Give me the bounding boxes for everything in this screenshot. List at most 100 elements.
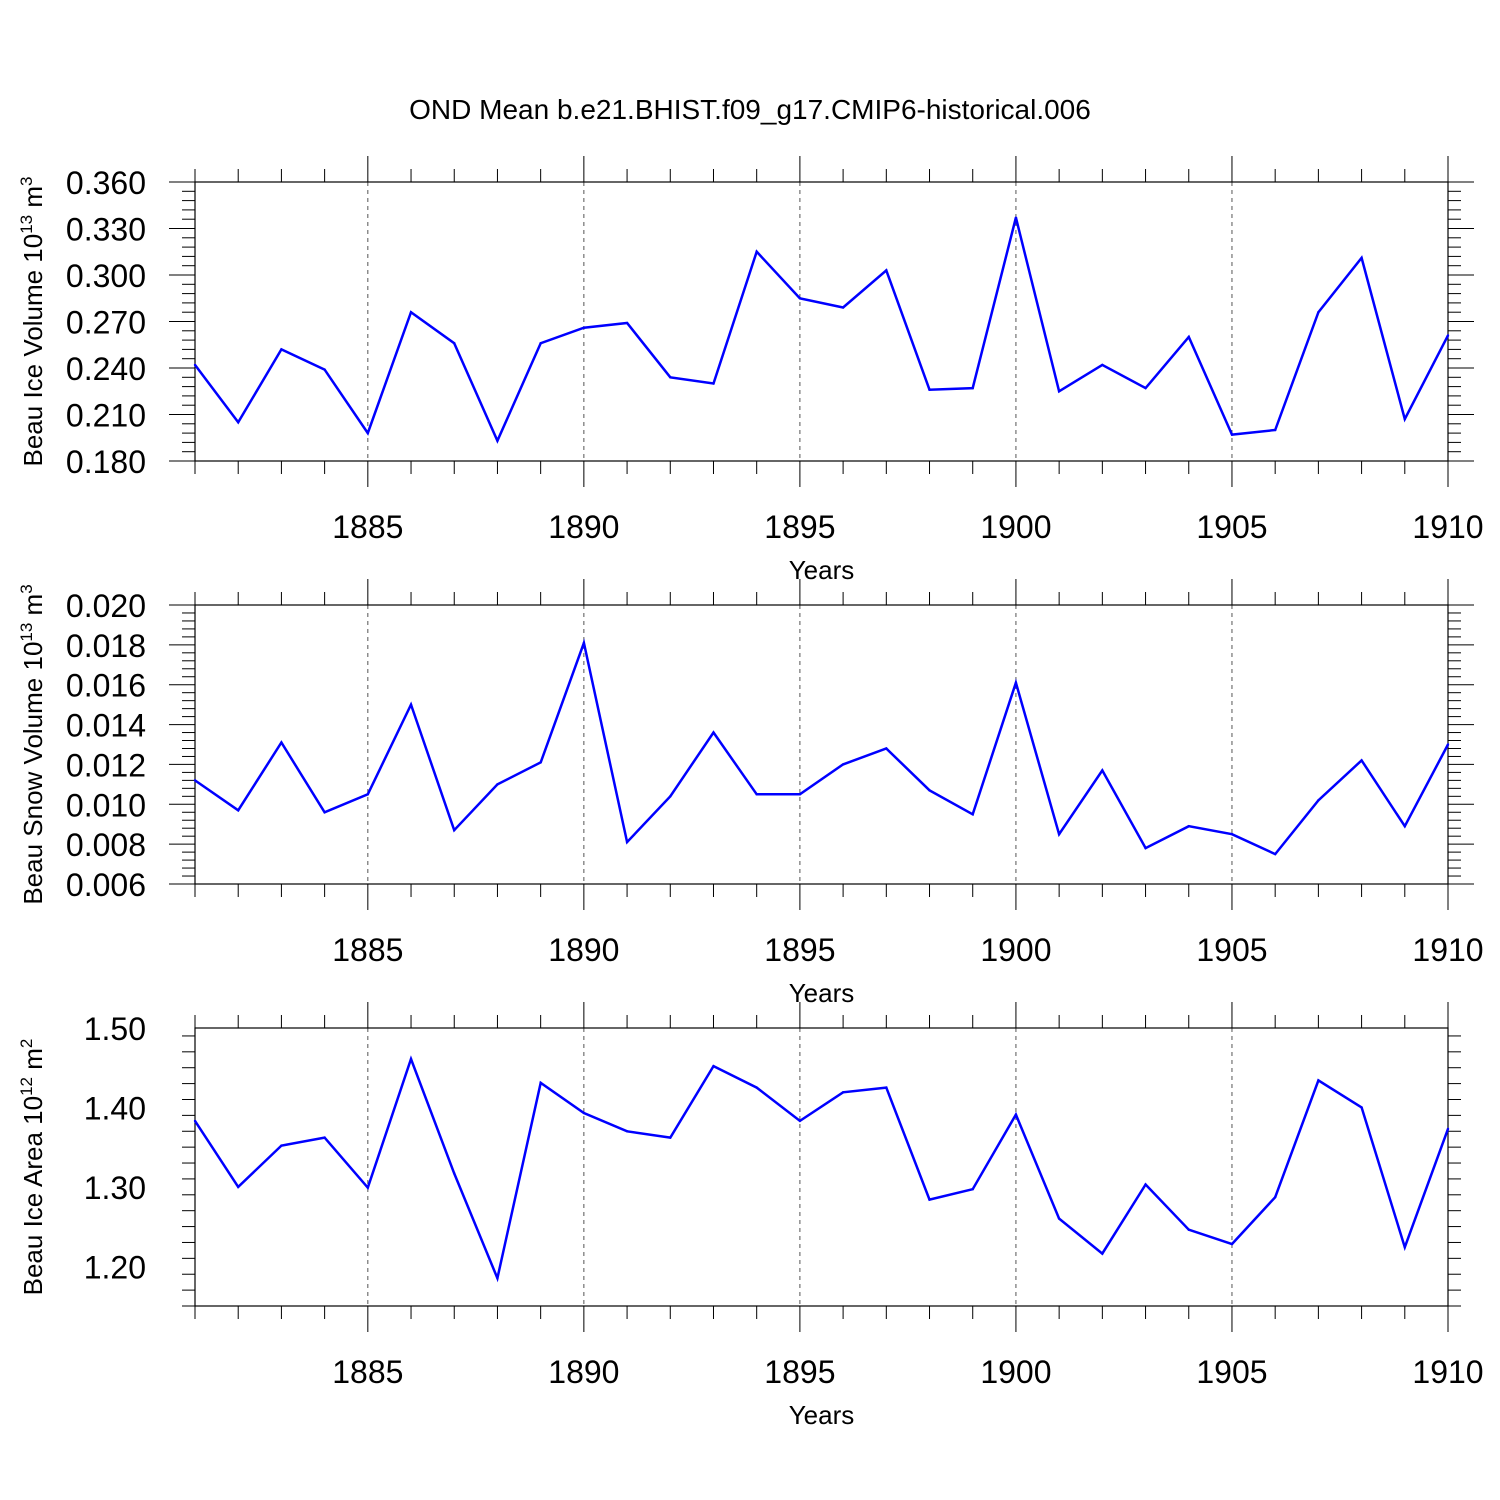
data-point	[669, 376, 672, 379]
data-line	[194, 638, 1450, 856]
y-tick-label: 1.20	[84, 1249, 146, 1285]
data-point	[1317, 799, 1320, 802]
chart-panel-1: 0.180 0.210 0.240 0.270 0.300 0.330 0.360 1885 1…	[17, 156, 1484, 585]
data-point	[1144, 1183, 1147, 1186]
x-tick-label: 1910	[1412, 509, 1483, 545]
data-point	[1187, 335, 1190, 339]
y-tick-label: 1.50	[84, 1011, 146, 1047]
data-point	[885, 1086, 888, 1089]
data-point	[496, 439, 499, 443]
data-point	[366, 431, 370, 435]
data-point	[928, 388, 931, 391]
x-tick-label: 1900	[980, 932, 1051, 968]
data-point	[366, 793, 370, 796]
data-point	[798, 1119, 802, 1123]
y-axis-label-exponent: 13	[17, 215, 36, 234]
figure-title: OND Mean b.e21.BHIST.f09_g17.CMIP6-histo…	[409, 94, 1091, 125]
y-axis-label-unit: m	[18, 594, 48, 623]
data-point	[625, 321, 629, 325]
y-axis-label-unit-exponent: 3	[17, 584, 36, 593]
data-point	[712, 731, 715, 734]
data-point	[1144, 846, 1147, 850]
data-point	[1360, 1106, 1363, 1109]
x-tick-label: 1905	[1196, 932, 1267, 968]
data-point	[885, 269, 888, 272]
data-point	[1230, 433, 1234, 436]
y-axis-label-unit-exponent: 2	[17, 1039, 36, 1048]
data-point	[409, 311, 413, 314]
data-point	[755, 793, 758, 796]
data-point	[582, 1111, 586, 1115]
data-point	[1403, 417, 1406, 421]
chart-panel-3: 1.20 1.30 1.40 1.50 1885 1890 1895 1900 1905 1910…	[17, 1002, 1484, 1430]
data-point	[582, 326, 586, 329]
y-tick-label: 1.30	[84, 1170, 146, 1206]
data-point	[1057, 390, 1061, 393]
data-point	[323, 811, 326, 814]
data-point	[1273, 428, 1277, 432]
data-point	[1360, 759, 1363, 762]
x-tick-label: 1895	[764, 1354, 835, 1390]
data-point	[409, 703, 413, 706]
y-tick-label: 0.180	[66, 444, 146, 480]
y-tick-label: 0.016	[66, 668, 146, 704]
x-tick-label: 1890	[548, 932, 619, 968]
data-point	[539, 342, 542, 345]
data-point	[280, 1144, 283, 1147]
data-point	[237, 1185, 240, 1189]
data-point	[1187, 1228, 1190, 1231]
y-axis-label: Beau Ice Area 1012 m2	[17, 1039, 48, 1296]
data-point	[1273, 1195, 1277, 1199]
x-axis-label: Years	[789, 978, 855, 1008]
data-point	[841, 306, 845, 309]
data-point	[1230, 832, 1234, 836]
data-point	[841, 1091, 845, 1094]
x-axis-label: Years	[789, 555, 855, 585]
data-point	[755, 250, 758, 253]
data-point	[1057, 1217, 1061, 1220]
x-axis-label: Years	[789, 1400, 855, 1430]
data-point	[280, 348, 283, 351]
data-point	[453, 342, 456, 345]
data-point	[453, 1172, 456, 1175]
data-point	[193, 779, 197, 782]
x-tick-label: 1905	[1196, 1354, 1267, 1390]
data-point	[1101, 1252, 1104, 1255]
data-point	[971, 813, 974, 816]
y-tick-label: 0.018	[66, 628, 146, 664]
x-tick-label: 1910	[1412, 932, 1483, 968]
y-tick-label: 0.012	[66, 747, 146, 783]
y-tick-label: 0.020	[66, 588, 146, 624]
data-point	[1101, 769, 1104, 772]
y-axis-label-text: Beau Ice Area 10	[18, 1096, 48, 1295]
data-point	[496, 1277, 499, 1280]
data-point	[539, 1081, 542, 1085]
data-point	[625, 840, 629, 844]
y-tick-label: 1.40	[84, 1090, 146, 1126]
data-point	[237, 809, 240, 812]
x-tick-label: 1885	[332, 1354, 403, 1390]
data-point	[1317, 1079, 1320, 1082]
data-point	[798, 793, 802, 796]
data-point	[1446, 743, 1450, 746]
data-point	[1187, 825, 1190, 828]
y-tick-label: 0.010	[66, 787, 146, 823]
data-point	[1446, 334, 1450, 337]
y-axis-label: Beau Snow Volume 1013 m3	[17, 584, 48, 904]
data-point	[1230, 1242, 1234, 1246]
y-tick-label: 0.240	[66, 351, 146, 387]
data-point	[1403, 1246, 1406, 1249]
y-tick-label: 0.014	[66, 708, 146, 744]
y-axis-label-text: Beau Snow Volume 10	[18, 642, 48, 905]
y-axis-label-exponent: 13	[17, 623, 36, 642]
x-tick-label: 1900	[980, 1354, 1051, 1390]
data-point	[798, 297, 802, 300]
data-point	[625, 1130, 629, 1133]
data-point	[1403, 825, 1406, 828]
x-tick-label: 1895	[764, 509, 835, 545]
data-point	[669, 1136, 672, 1139]
data-point	[1014, 216, 1018, 219]
